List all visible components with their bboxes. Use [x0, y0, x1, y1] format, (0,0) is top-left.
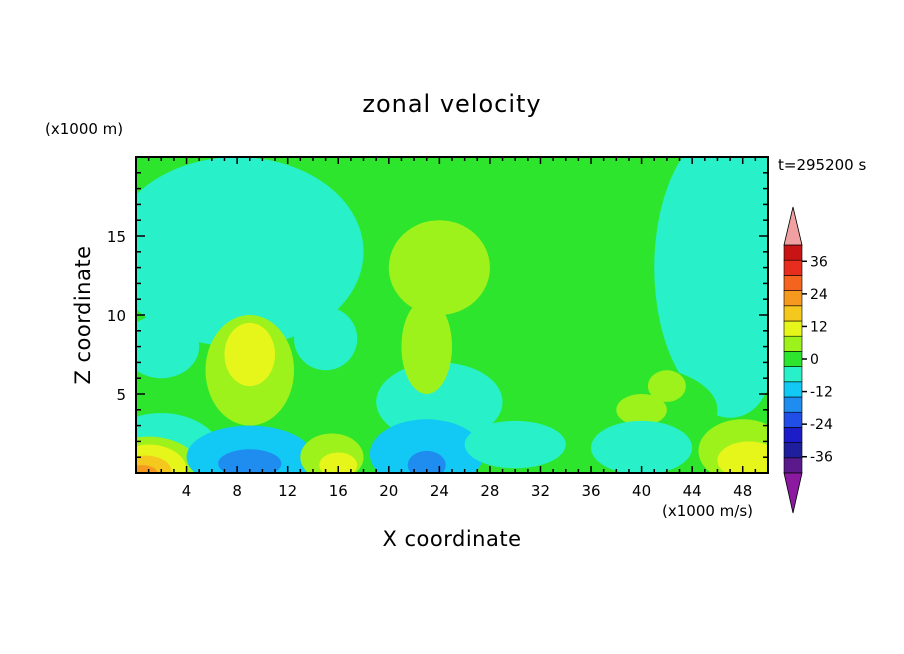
x-tick-label: 24 — [430, 482, 449, 500]
colorbar-swatch — [783, 259, 803, 276]
colorbar-tick-label: -24 — [810, 417, 833, 433]
colorbar-tick-label: 12 — [810, 319, 828, 335]
contour-region — [136, 157, 364, 347]
contour-region — [717, 441, 768, 473]
colorbar-tick-label: 36 — [810, 254, 828, 270]
contour-region — [647, 370, 686, 402]
x-axis-label: X coordinate — [382, 527, 521, 551]
x-tick-label: 4 — [182, 482, 192, 500]
x-tick-label: 20 — [379, 482, 398, 500]
contour-region — [136, 315, 200, 379]
contour-field — [136, 157, 768, 473]
y-axis: 5 10 15 — [107, 172, 768, 458]
contour-region — [294, 307, 358, 371]
x-tick-label: 12 — [278, 482, 297, 500]
colorbar-tick-label: 24 — [810, 287, 828, 303]
y-unit-label: (x1000 m) — [45, 120, 123, 138]
x-axis: 4 8 12 16 20 24 28 32 36 40 44 48 — [147, 157, 757, 500]
colorbar-swatch — [783, 290, 803, 307]
contour-region — [369, 419, 484, 473]
colorbar-swatch — [783, 275, 803, 291]
time-label: t=295200 s — [778, 156, 866, 174]
contour-region — [414, 157, 642, 363]
x-tick-label: 40 — [632, 482, 651, 500]
colorbar-swatch — [783, 305, 803, 322]
colorbar-tick-label: -12 — [810, 385, 833, 401]
x-tick-label: 8 — [232, 482, 242, 500]
colorbar-swatch — [783, 411, 803, 428]
colorbar-swatch — [783, 442, 803, 459]
contour-region — [218, 449, 282, 473]
x-tick-label: 36 — [581, 482, 600, 500]
colorbar-swatch — [783, 244, 803, 261]
contour-region — [224, 322, 276, 387]
x-unit-label: (x1000 m/s) — [662, 502, 753, 520]
x-tick-label: 16 — [329, 482, 348, 500]
colorbar-under-triangle — [783, 472, 803, 514]
contour-region — [464, 420, 566, 469]
colorbar-tick-label: -36 — [810, 450, 833, 466]
colorbar-tick-label: 0 — [810, 352, 819, 368]
colorbar-swatch — [783, 335, 803, 352]
y-tick-label: 10 — [107, 307, 126, 325]
colorbar-swatch — [783, 396, 803, 413]
y-axis-label: Z coordinate — [71, 245, 95, 384]
colorbar-swatch — [783, 351, 803, 367]
colorbar-swatch — [783, 320, 803, 337]
chart-title: zonal velocity — [362, 90, 541, 118]
y-tick-label: 5 — [116, 386, 126, 404]
contour-region — [401, 299, 452, 394]
y-tick-label: 15 — [107, 228, 126, 246]
contour-region — [591, 420, 693, 473]
colorbar-over-triangle — [783, 206, 803, 246]
colorbar-swatch — [783, 381, 803, 398]
contour-region — [616, 394, 667, 426]
colorbar: 36 24 12 0 -12 -24 -36 — [783, 206, 833, 514]
colorbar-swatch — [783, 457, 803, 474]
contour-region — [388, 220, 490, 315]
x-tick-label: 28 — [480, 482, 499, 500]
contour-region — [407, 450, 446, 473]
x-tick-label: 44 — [683, 482, 702, 500]
contour-region — [136, 465, 158, 473]
contour-region — [319, 452, 358, 473]
x-tick-label: 32 — [531, 482, 550, 500]
colorbar-swatch — [783, 427, 803, 443]
x-tick-label: 48 — [733, 482, 752, 500]
colorbar-swatch — [783, 366, 803, 383]
